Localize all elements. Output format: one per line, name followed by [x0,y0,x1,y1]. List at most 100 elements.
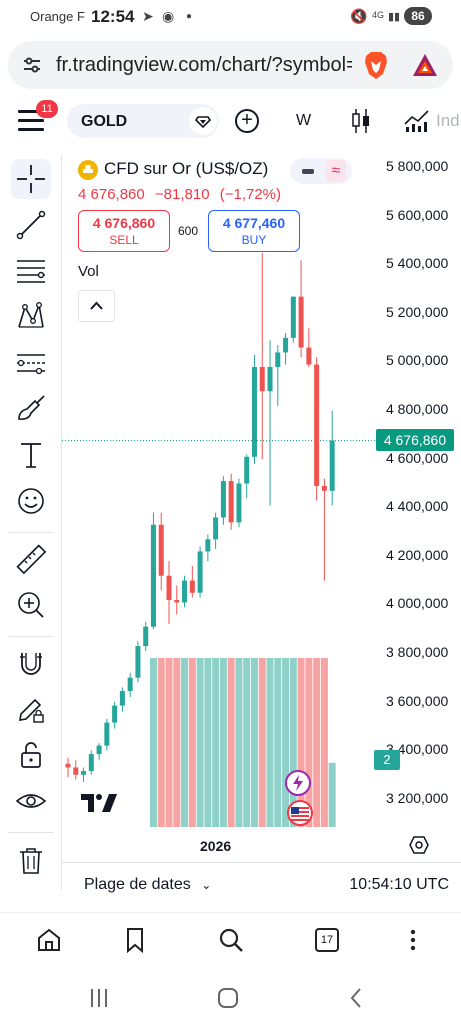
back-icon[interactable] [345,986,369,1010]
candle-body [112,705,118,723]
ruler-icon [16,544,47,575]
magnet-icon [20,653,42,675]
brave-shields-icon[interactable] [362,50,390,80]
pattern-tool[interactable] [11,297,51,337]
symbol-type-icon[interactable] [189,107,217,135]
zoom-tool[interactable] [11,585,51,625]
brush-tool[interactable] [11,389,51,429]
tabs-button[interactable]: 17 [312,925,342,955]
toolbar-divider [8,832,54,833]
system-nav-bar [0,968,461,1024]
chart-type-icon[interactable] [350,108,372,134]
menu-icon[interactable] [18,110,44,132]
interval-button[interactable]: W [296,112,312,129]
forecast-tool[interactable] [11,343,51,383]
smiley-icon [18,488,44,514]
collapse-legend-button[interactable] [78,290,115,322]
price-scale-label: 3 200,000 [386,789,449,806]
text-tool[interactable] [11,435,51,475]
price-scale-label: 4 200,000 [386,546,449,563]
chart-pane[interactable] [62,148,461,890]
volume-legend[interactable]: Vol [78,263,99,280]
pencil-lock-icon [19,698,44,723]
price-chart[interactable] [62,148,461,890]
us-flag-icon[interactable] [285,800,315,826]
text-icon [21,443,41,468]
candle-body [228,481,234,523]
chart-settings-icon[interactable] [409,835,429,855]
time-axis-divider [62,862,461,863]
price-change-pct: (−1,72%) [219,186,282,203]
volume-bar [157,658,165,827]
approx-icon[interactable]: ≈ [326,160,346,182]
volume-bar [243,658,251,827]
last-price: 4 676,860 [78,186,145,203]
utc-clock[interactable]: 10:54:10 UTC [349,876,449,893]
more-menu-icon[interactable] [398,925,428,955]
home-icon[interactable] [34,925,64,955]
search-icon[interactable] [216,925,246,955]
emoji-tool[interactable] [11,481,51,521]
url-text[interactable]: fr.tradingview.com/chart/?symbol= [56,54,352,76]
volume-bar [305,658,313,827]
volume-bar [282,658,290,827]
hide-drawings-tool[interactable] [11,781,51,821]
volume-bar [266,658,274,827]
volume-bar [165,658,173,827]
symbol-label: GOLD [81,113,128,130]
candle-body [143,626,149,647]
bookmark-icon[interactable] [120,925,150,955]
candle-body [73,767,79,775]
crosshair-tool[interactable] [11,159,51,199]
candle-body [166,575,172,600]
fib-tool[interactable] [11,251,51,291]
volume-bar [149,658,157,827]
tabs-count: 17 [315,928,339,952]
toolbar-divider [8,636,54,637]
candle-body [244,456,250,484]
remove-drawings-tool[interactable] [11,841,51,881]
trend-line-tool[interactable] [11,205,51,245]
symbol-search-button[interactable]: GOLD [67,104,219,138]
address-bar[interactable]: fr.tradingview.com/chart/?symbol= [8,41,453,89]
battery-indicator: 86 [404,7,432,25]
measure-tool[interactable] [11,539,51,579]
candle-body [220,481,226,518]
unlock-icon [21,742,41,768]
volume-bar [274,658,282,827]
signal-icon: ▮▮ [388,11,401,23]
recent-apps-icon[interactable] [87,986,111,1010]
drawing-toolbar [0,155,62,890]
magnet-tool[interactable] [11,643,51,683]
network-type: 4G [372,10,385,20]
candle-body [298,296,304,348]
price-scale-label: 3 600,000 [386,692,449,709]
instrument-title[interactable]: CFD sur Or (US$/OZ) [104,159,269,178]
browser-bottom-nav: 17 [0,912,461,966]
candle-body [135,646,141,678]
chat-icon: ◉ [162,8,175,24]
indicators-icon[interactable] [404,108,430,132]
candle-body [197,551,203,593]
date-range-button[interactable]: Plage de dates ⌄ [84,876,211,894]
lock-drawings-tool[interactable] [11,689,51,729]
compare-symbol-button[interactable]: + [235,109,259,133]
price-scale-label: 4 800,000 [386,401,449,417]
sell-button[interactable]: 4 676,860 SELL [78,210,170,252]
hide-series-icon[interactable] [302,169,314,174]
lock-all-tool[interactable] [11,735,51,775]
chevron-up-icon [90,301,103,310]
home-button-icon[interactable] [216,986,240,1010]
site-settings-icon[interactable] [22,55,42,75]
lightning-icon[interactable] [285,770,311,796]
volume-bar [250,658,258,827]
chart-toolbar: 11 GOLD + W Ind [0,96,461,148]
brave-rewards-icon[interactable] [412,52,438,78]
indicators-label[interactable]: Ind [436,111,460,130]
buy-price: 4 677,460 [222,215,286,231]
carrier-label: Orange F [30,9,85,24]
buy-button[interactable]: 4 677,460 BUY [208,210,300,252]
sell-price: 4 676,860 [92,215,156,231]
tradingview-logo[interactable] [80,791,120,815]
legend-actions[interactable]: ≈ [290,158,352,184]
